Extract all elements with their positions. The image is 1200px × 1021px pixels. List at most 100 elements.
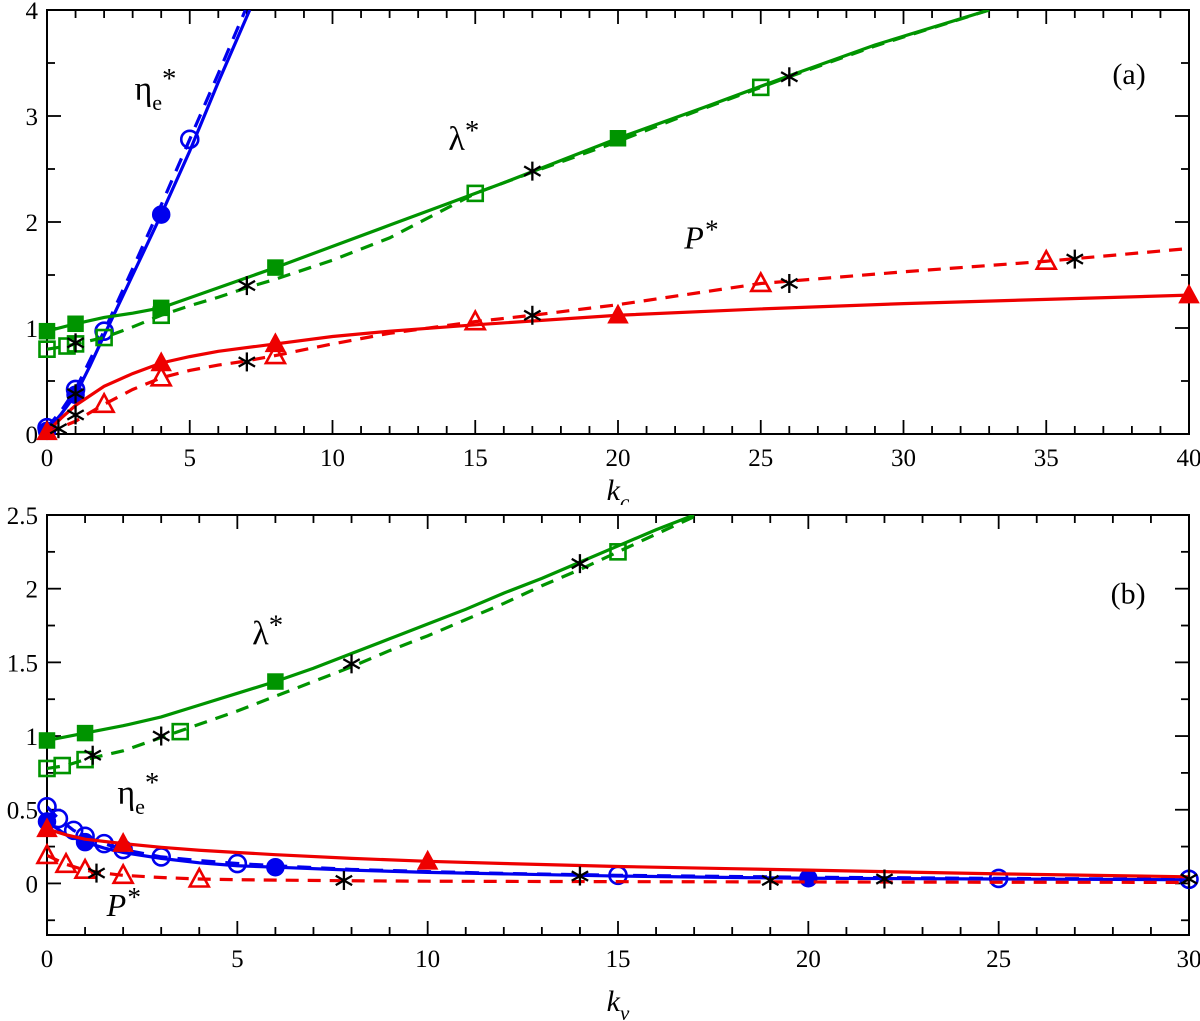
marker-square-filled <box>67 315 84 333</box>
x-axis-label: kc <box>607 474 630 505</box>
marker-triangle-filled <box>112 832 134 852</box>
y-tick-label: 0 <box>26 422 39 449</box>
P-star-dashed-markers <box>92 248 1058 414</box>
y-tick-label: 4 <box>26 0 39 25</box>
annotation-label: (b) <box>1111 577 1146 610</box>
x-tick-label: 40 <box>1177 445 1200 472</box>
x-tick-label: 25 <box>986 946 1011 973</box>
lambda-star-dashed-line <box>47 10 990 351</box>
marker-asterisk <box>335 870 353 890</box>
x-axis-label: kv <box>607 985 630 1021</box>
marker-asterisk <box>342 654 361 674</box>
x-tick-label: 10 <box>415 946 440 973</box>
plot-frame <box>46 514 1190 936</box>
asterisk-points-b-markers <box>83 554 1198 890</box>
marker-square-filled <box>267 673 284 690</box>
eta-e-star-solid-line <box>47 10 252 432</box>
marker-square-open <box>38 340 56 359</box>
axis-ticks <box>46 514 1190 935</box>
marker-square-filled <box>38 322 56 340</box>
marker-asterisk <box>66 405 85 425</box>
P-star-dashed-b-line <box>47 853 1189 884</box>
x-tick-label: 15 <box>463 445 488 472</box>
marker-square-open <box>466 184 485 203</box>
annotation-label: (a) <box>1112 58 1145 91</box>
y-tick-label: 1 <box>26 724 39 751</box>
lambda-star-solid-b-markers <box>38 673 284 749</box>
marker-square-open <box>171 722 190 741</box>
y-tick-label: 1 <box>26 316 39 343</box>
marker-asterisk <box>238 352 256 372</box>
marker-asterisk <box>49 419 68 439</box>
marker-triangle-filled <box>416 849 439 870</box>
x-tick-label: 5 <box>231 946 244 973</box>
y-tick-label: 2.5 <box>7 505 38 530</box>
x-tick-label: 35 <box>1034 445 1059 472</box>
panel-a-chart: 0 5 10 15 20 25 30 35 40 0 1 2 3 4 ηe* λ* P* (a) kc <box>26 0 1200 505</box>
marker-triangle-open <box>187 866 211 888</box>
marker-asterisk <box>571 554 589 574</box>
marker-square-open <box>152 306 170 325</box>
lambda-star-solid-b-line <box>47 515 695 743</box>
P-star-solid-b-markers <box>36 817 439 870</box>
marker-triangle-open <box>749 270 773 293</box>
marker-circle-open <box>48 808 69 829</box>
annotation-label: λ* <box>448 115 479 158</box>
marker-asterisk <box>1066 249 1084 269</box>
marker-triangle-open <box>35 842 59 865</box>
marker-circle-open <box>988 868 1009 889</box>
eta-e-star-dashed-line <box>47 10 247 429</box>
P-star-solid-markers <box>36 283 1200 441</box>
marker-circle-open <box>37 796 57 817</box>
x-tick-label: 25 <box>748 445 773 472</box>
y-tick-label: 0 <box>26 871 39 898</box>
marker-triangle-open <box>463 308 487 331</box>
P-star-dashed-b-markers <box>35 842 211 888</box>
marker-triangle-filled <box>264 332 287 353</box>
eta-e-star-dashed-b-line <box>47 805 1189 881</box>
lambda-star-dashed-b-line <box>47 515 699 771</box>
x-tick-label: 0 <box>41 445 54 472</box>
marker-asterisk <box>780 273 799 293</box>
x-tick-label: 30 <box>891 445 916 472</box>
marker-asterisk <box>780 67 799 87</box>
marker-circle-open <box>227 853 248 874</box>
marker-square-open <box>53 756 72 775</box>
P-star-solid-b-line <box>47 827 1189 879</box>
marker-asterisk <box>66 333 85 353</box>
marker-triangle-open <box>1034 248 1058 271</box>
annotation-label: ηe* <box>117 767 159 819</box>
marker-triangle-filled <box>1178 283 1200 304</box>
marker-triangle-open <box>263 342 288 365</box>
x-tick-label: 0 <box>41 946 54 973</box>
marker-asterisk <box>66 384 85 404</box>
y-tick-label: 2 <box>26 577 39 604</box>
marker-square-filled <box>76 724 94 742</box>
annotation-label: P* <box>106 882 141 923</box>
marker-circle-open <box>179 129 200 150</box>
marker-asterisk <box>87 863 106 883</box>
marker-asterisk <box>761 870 780 890</box>
marker-square-open <box>751 78 770 97</box>
marker-square-filled <box>38 732 56 749</box>
marker-asterisk <box>523 305 542 325</box>
marker-asterisk <box>875 869 894 889</box>
annotation-label: P* <box>683 215 718 256</box>
lambda-star-solid-markers <box>38 130 627 340</box>
y-tick-label: 3 <box>26 104 39 131</box>
marker-triangle-filled <box>36 817 58 838</box>
marker-asterisk <box>152 726 170 746</box>
marker-triangle-open <box>54 851 78 874</box>
marker-asterisk <box>83 745 102 765</box>
marker-asterisk <box>571 866 589 886</box>
x-tick-label: 30 <box>1177 946 1200 973</box>
x-tick-label: 15 <box>606 946 631 973</box>
marker-triangle-open <box>149 365 173 387</box>
annotation-label: ηe* <box>134 63 176 115</box>
x-tick-label: 10 <box>320 445 345 472</box>
marker-square-filled <box>267 259 284 276</box>
marker-square-open <box>95 328 113 347</box>
x-tick-label: 20 <box>606 445 631 472</box>
marker-circle-open <box>63 820 84 841</box>
